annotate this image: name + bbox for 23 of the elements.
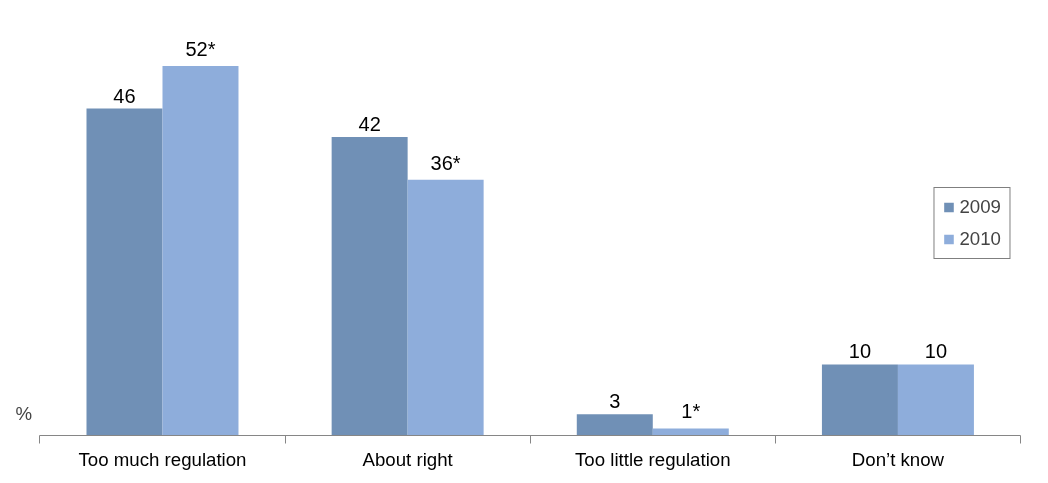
data-label: 42 (358, 113, 381, 136)
data-label: 3 (609, 390, 621, 413)
x-tick-label: Too little regulation (575, 448, 731, 470)
x-tick-label: Too much regulation (78, 448, 247, 470)
bar (331, 137, 408, 436)
data-label: 46 (113, 84, 136, 107)
x-tick-label: Don’t know (851, 448, 945, 470)
bar (897, 364, 974, 436)
data-label: 10 (924, 340, 948, 363)
bar (652, 428, 729, 436)
bar (162, 65, 239, 436)
bar (407, 179, 484, 436)
legend-label: 2010 (959, 227, 1001, 250)
legend-label: 2009 (959, 195, 1001, 218)
bar (576, 414, 653, 436)
bar (86, 108, 163, 436)
data-label: 1* (681, 400, 701, 423)
data-label: 36* (430, 151, 461, 174)
y-axis-title: % (15, 402, 32, 424)
bar (821, 364, 898, 436)
data-label: 10 (848, 340, 872, 363)
x-tick-label: About right (362, 448, 454, 470)
data-label: 52* (185, 37, 216, 60)
